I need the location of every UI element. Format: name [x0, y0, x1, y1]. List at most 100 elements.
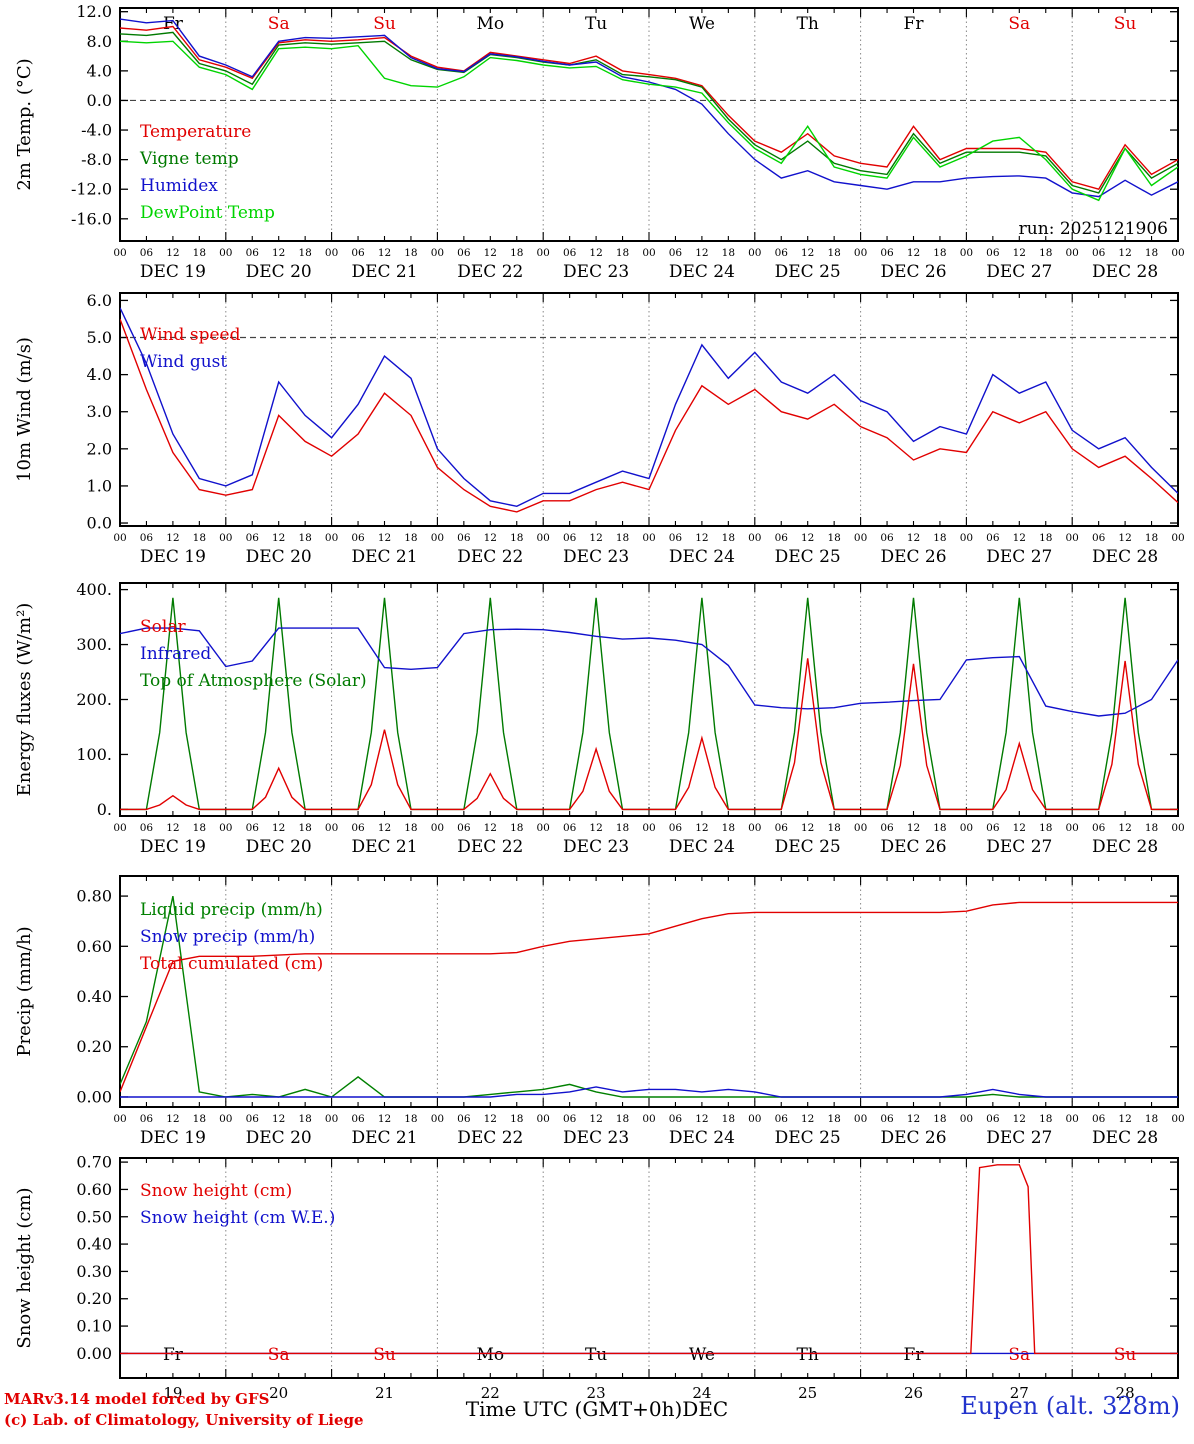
hour-tick-label: 06: [880, 247, 894, 259]
date-label: DEC 20: [246, 837, 312, 857]
y-tick-label: 4.0: [87, 365, 112, 384]
weekday-label: Mo: [476, 1345, 504, 1365]
series-snow-precip: [120, 1086, 1178, 1098]
panel-2: 6.05.04.03.02.01.00.000 06 12 18 00 06 12 18 00 0…: [87, 291, 1185, 567]
hour-tick-label: 12: [907, 822, 920, 834]
hour-tick-label: 00: [854, 1113, 867, 1125]
weekday-label: Mo: [476, 14, 504, 34]
hour-tick-label: 00: [431, 1113, 444, 1125]
weekday-label: We: [689, 14, 715, 34]
y-tick-label: -16.0: [71, 209, 112, 228]
panel-border: [119, 582, 1179, 817]
weekday-label: Su: [373, 1345, 396, 1365]
series-liquid-precip: [120, 895, 1178, 1098]
y-tick-label: 0.10: [76, 1317, 112, 1336]
legend-temperature: Temperature: [140, 122, 251, 142]
hour-tick-label: 00: [748, 532, 761, 544]
hour-tick-label: 18: [1039, 822, 1052, 834]
weekday-label: Su: [1114, 1345, 1137, 1365]
hour-tick-label: 06: [880, 1113, 894, 1125]
series-solar: [120, 658, 1178, 811]
y-tick-label: 0.70: [76, 1153, 112, 1172]
hour-tick-label: 18: [722, 1113, 735, 1125]
date-label: DEC 25: [775, 837, 841, 857]
weekday-label: Fr: [163, 1345, 184, 1365]
hour-tick-label: 06: [775, 247, 789, 259]
date-label: DEC 24: [669, 262, 735, 282]
hour-tick-label: 18: [510, 247, 523, 259]
legend-humidex: Humidex: [140, 176, 218, 196]
date-label: DEC 24: [669, 837, 735, 857]
legend-infrared: Infrared: [140, 644, 211, 664]
legend-dewpoint-temp: DewPoint Temp: [140, 203, 275, 223]
hour-tick-label: 12: [907, 532, 920, 544]
hour-tick-label: 06: [775, 822, 789, 834]
hour-tick-label: 00: [854, 822, 867, 834]
hour-tick-label: 12: [589, 532, 602, 544]
weekday-label: Su: [373, 14, 396, 34]
day-number-label: 22: [481, 1384, 500, 1402]
y-tick-label: 6.0: [87, 291, 112, 310]
series-temperature: [120, 25, 1178, 191]
hour-tick-label: 00: [854, 532, 867, 544]
hour-tick-label: 00: [960, 532, 973, 544]
hour-tick-label: 18: [298, 247, 311, 259]
hour-tick-label: 00: [1066, 822, 1079, 834]
hour-tick-label: 18: [1039, 1113, 1052, 1125]
panel-5: 0.70 0.60 0.50 0.40 0.30 0.20 0.10 0.00 19 20 21 22…: [76, 1153, 1179, 1402]
hour-tick-label: 12: [1013, 247, 1026, 259]
legend-solar: Solar: [140, 617, 186, 637]
hour-tick-label: 06: [457, 1113, 471, 1125]
y-tick-label: 0.00: [76, 1344, 112, 1363]
hour-tick-label: 12: [272, 822, 285, 834]
legend-top-of-atmosphere-solar-: Top of Atmosphere (Solar): [140, 671, 367, 691]
hour-tick-label: 00: [960, 247, 973, 259]
hour-tick-label: 12: [801, 247, 814, 259]
hour-tick-label: 06: [140, 822, 154, 834]
hour-tick-label: 18: [1145, 532, 1158, 544]
date-label: DEC 19: [140, 837, 206, 857]
series-humidex: [120, 18, 1178, 198]
hour-tick-label: 12: [166, 822, 179, 834]
hour-tick-label: 18: [510, 1113, 523, 1125]
hour-tick-label: 18: [298, 822, 311, 834]
hour-tick-label: 06: [563, 1113, 577, 1125]
date-label: DEC 19: [140, 547, 206, 567]
weekday-label: Tu: [585, 1345, 607, 1365]
hour-tick-label: 12: [378, 822, 391, 834]
y-tick-label: 0.: [97, 800, 112, 819]
hour-tick-label: 18: [298, 532, 311, 544]
legend-total-cumulated-cm-: Total cumulated (cm): [140, 954, 323, 974]
hour-tick-label: 12: [272, 532, 285, 544]
hour-tick-label: 12: [1118, 247, 1131, 259]
hour-tick-label: 06: [246, 822, 260, 834]
y-tick-label: 0.0: [87, 514, 112, 533]
y-tick-label: 300.: [76, 635, 112, 654]
y-tick-label: 0.60: [76, 1180, 112, 1199]
weekday-label: Tu: [585, 14, 607, 34]
date-label: DEC 23: [563, 837, 629, 857]
hour-tick-label: 18: [616, 822, 629, 834]
hour-tick-label: 12: [907, 247, 920, 259]
hour-tick-label: 00: [748, 247, 761, 259]
hour-tick-label: 00: [1066, 532, 1079, 544]
y-tick-label: 0.60: [76, 937, 112, 956]
date-label: DEC 26: [880, 262, 946, 282]
date-label: DEC 27: [986, 1128, 1052, 1148]
hour-tick-label: 06: [351, 532, 365, 544]
weekday-label: Su: [1114, 14, 1137, 34]
hour-tick-label: 06: [669, 822, 683, 834]
hour-tick-label: 18: [404, 822, 417, 834]
date-label: DEC 22: [457, 1128, 523, 1148]
date-label: DEC 26: [880, 837, 946, 857]
panel-border: [119, 292, 1179, 527]
hour-tick-label: 12: [1013, 822, 1026, 834]
hour-tick-label: 18: [404, 532, 417, 544]
date-label: DEC 23: [563, 547, 629, 567]
y-axis-title: Precip (mm/h): [14, 926, 35, 1056]
hour-tick-label: 18: [827, 1113, 840, 1125]
y-tick-label: 5.0: [87, 328, 112, 347]
hour-tick-label: 06: [669, 247, 683, 259]
